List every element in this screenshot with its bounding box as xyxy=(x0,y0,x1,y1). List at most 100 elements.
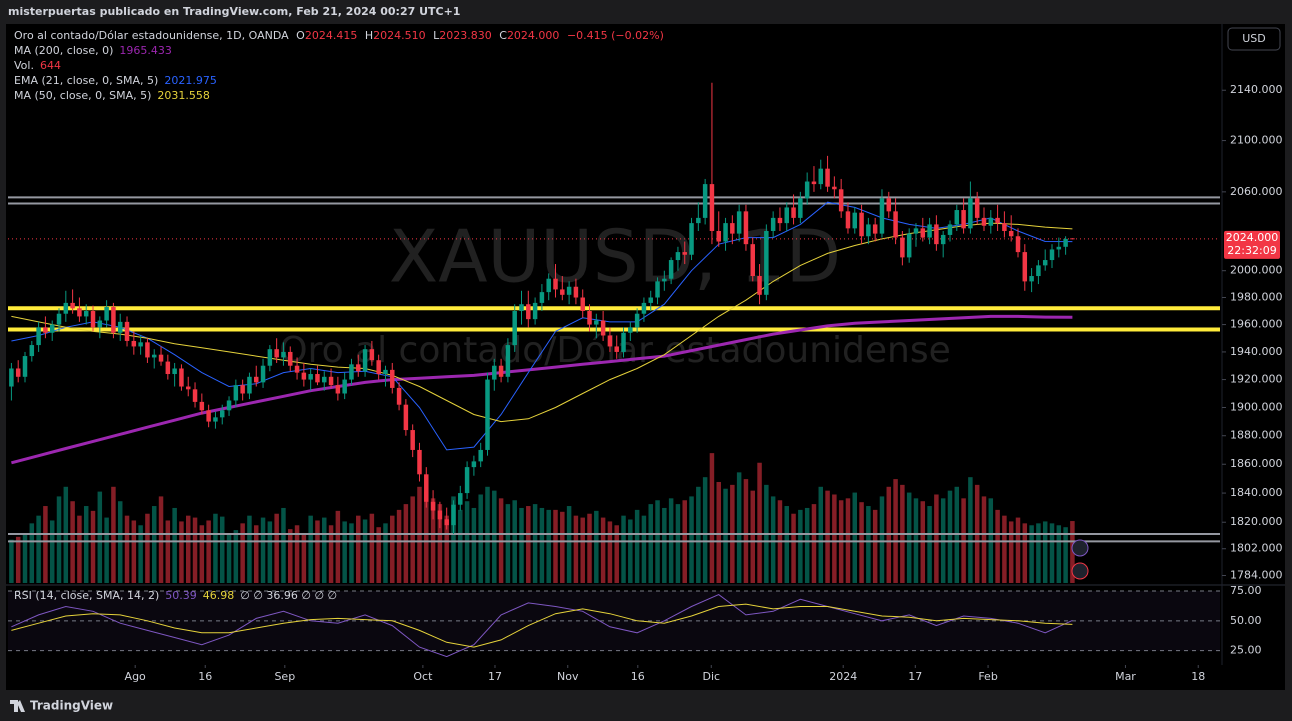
candle-body xyxy=(913,228,919,234)
event-icon[interactable] xyxy=(1071,562,1089,580)
volume-bar xyxy=(539,507,545,583)
ma50-legend: MA (50, close, 0, SMA, 5) 2031.558 xyxy=(14,89,210,102)
candle-body xyxy=(274,349,279,358)
candle-body xyxy=(560,289,565,295)
volume-bar xyxy=(770,496,776,583)
candle-body xyxy=(743,211,749,245)
candle-body xyxy=(505,345,511,377)
candle-body xyxy=(308,374,313,380)
candle-body xyxy=(668,260,674,279)
volume-bar xyxy=(165,520,171,583)
volume-bar xyxy=(648,504,653,583)
volume-bar xyxy=(784,506,789,583)
y-tick-label: 1860.000 xyxy=(1230,457,1283,470)
candle-body xyxy=(471,461,477,468)
legend-name: EMA (21, close, 0, SMA, 5) xyxy=(14,74,158,87)
candle-body xyxy=(634,313,640,328)
candle-body xyxy=(927,224,932,238)
event-icon[interactable] xyxy=(1071,539,1089,557)
volume-bar xyxy=(478,494,483,583)
candle-body xyxy=(444,519,449,526)
candle-body xyxy=(784,207,789,224)
volume-bar xyxy=(138,525,143,583)
volume-bar xyxy=(328,525,334,583)
volume-bar xyxy=(362,519,368,583)
candle-body xyxy=(804,181,810,199)
volume-bar xyxy=(607,521,613,583)
x-tick-label: 18 xyxy=(1191,670,1205,683)
volume-bar xyxy=(546,509,551,583)
volume-bar xyxy=(811,504,817,583)
candle-body xyxy=(818,168,824,185)
candle-body xyxy=(430,501,436,511)
legend: Oro al contado/Dólar estadounidense, 1D,… xyxy=(14,29,664,602)
candle-body xyxy=(362,349,368,372)
candle-body xyxy=(675,252,681,261)
candle-body xyxy=(512,311,517,346)
candle-body xyxy=(97,320,103,328)
candle-body xyxy=(526,304,531,320)
volume-bar xyxy=(49,520,55,583)
candle-body xyxy=(791,207,796,218)
rsi-legend: RSI (14, close, SMA, 14, 2) 50.39 46.98 ∅ ∅… xyxy=(14,589,337,602)
candle-body xyxy=(587,311,592,325)
legend-name: MA (200, close, 0) xyxy=(14,44,113,57)
legend-value: 50.39 xyxy=(165,589,197,602)
currency-label[interactable]: USD xyxy=(1242,32,1266,45)
candle-body xyxy=(376,360,381,375)
volume-bar xyxy=(641,515,647,583)
candle-body xyxy=(1015,236,1021,253)
candle-body xyxy=(247,376,252,394)
legend-name: MA (50, close, 0, SMA, 5) xyxy=(14,89,151,102)
candle-body xyxy=(29,345,35,357)
legend-value: 46.98 xyxy=(203,589,235,602)
currency-button[interactable] xyxy=(1227,27,1281,51)
brand: TradingView xyxy=(30,699,113,713)
x-tick-label: 17 xyxy=(488,670,502,683)
candle-body xyxy=(83,311,89,317)
volume-bar xyxy=(383,523,388,583)
volume-bar xyxy=(560,511,565,583)
volume-bar xyxy=(1029,525,1034,583)
candle-body xyxy=(301,372,307,380)
volume-bar xyxy=(628,519,633,583)
volume-bar xyxy=(410,496,415,583)
volume-bar xyxy=(566,506,572,583)
x-tick-label: Nov xyxy=(557,670,579,683)
candle-body xyxy=(226,400,232,411)
candle-body xyxy=(594,320,599,325)
volume-bar xyxy=(83,506,89,583)
ema21-legend: EMA (21, close, 0, SMA, 5) 2021.975 xyxy=(14,74,217,87)
candle-body xyxy=(36,327,41,346)
x-tick-label: 16 xyxy=(631,670,645,683)
symbol-legend: Oro al contado/Dólar estadounidense, 1D,… xyxy=(14,29,664,42)
ohlc-value: 2023.830 xyxy=(439,29,492,42)
volume-bar xyxy=(968,477,973,583)
volume-bar xyxy=(689,496,694,583)
volume-bar xyxy=(158,496,164,583)
volume-bar xyxy=(335,510,341,583)
candle-body xyxy=(995,217,1000,224)
candle-body xyxy=(845,211,851,229)
volume-bar xyxy=(1036,523,1041,583)
candle-body xyxy=(947,224,953,235)
candle-body xyxy=(349,364,354,380)
candle-body xyxy=(886,198,892,212)
x-tick-label: Sep xyxy=(274,670,295,683)
volume-bar xyxy=(852,492,858,583)
candle-body xyxy=(866,224,871,237)
volume-bar xyxy=(580,517,585,583)
candle-body xyxy=(172,368,177,375)
candle-body xyxy=(614,346,619,352)
candle-body xyxy=(1070,238,1075,240)
candle-body xyxy=(322,376,327,383)
candle-body xyxy=(90,311,96,328)
last-price-label: 2024.000 xyxy=(1226,231,1279,244)
volume-bar xyxy=(56,496,62,583)
candle-body xyxy=(464,467,470,494)
candle-body xyxy=(532,302,538,320)
y-tick-label: 1900.000 xyxy=(1230,401,1283,414)
y-tick-label: 2100.000 xyxy=(1230,134,1283,147)
candle-body xyxy=(219,410,225,418)
volume-bar xyxy=(1063,527,1068,583)
